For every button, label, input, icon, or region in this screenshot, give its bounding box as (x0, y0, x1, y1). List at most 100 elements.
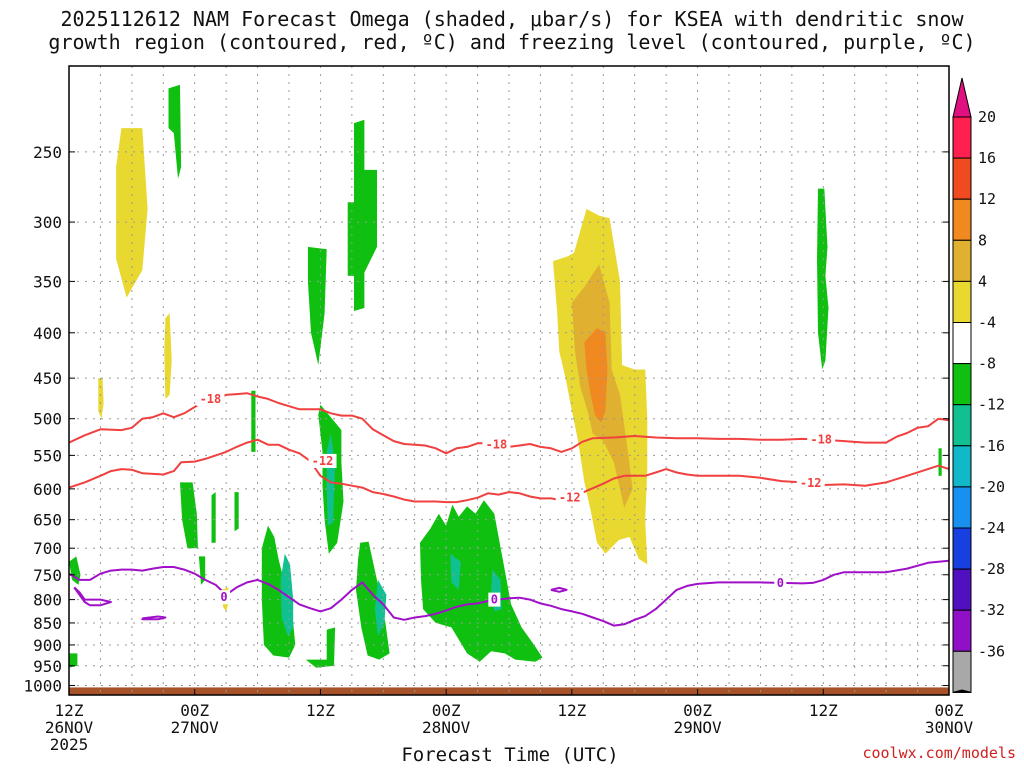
y-tick-label-950: 950 (33, 657, 62, 676)
omega-region-2 (98, 378, 104, 419)
plot-frame (68, 65, 950, 696)
y-tick-label-400: 400 (33, 324, 62, 343)
y-tick-label-500: 500 (33, 410, 62, 429)
omega-region-19 (356, 541, 390, 660)
colorbar-label-13: -36 (978, 642, 1005, 660)
omega-region-14 (211, 492, 216, 543)
omega-region-20 (420, 500, 543, 662)
omega-region-12 (69, 653, 78, 668)
x-tick-label-12-1: 00Z (180, 701, 209, 720)
y-axis: 250 300 350 400 450 500 550 600 650 700 750 800 850 9… (23, 143, 949, 695)
contour-label-bg-1-0 (308, 453, 337, 468)
contour-label-0-2: -18 (810, 433, 832, 447)
contour-label-2-1: 0 (491, 593, 498, 607)
x-tick-label-60-2: 29NOV (673, 718, 722, 737)
colorbar-label-11: -28 (978, 560, 1005, 578)
grid-layer (69, 66, 949, 695)
omega-region-5 (307, 246, 327, 366)
colorbar-swatch-10 (952, 527, 972, 570)
omega-region-24 (450, 553, 461, 590)
omega-region-9 (938, 448, 942, 476)
contour-label-bg-0-2 (807, 432, 836, 447)
contour-label-bg-1-1 (555, 490, 584, 505)
y-tick-label-550: 550 (33, 446, 62, 465)
contour-label-2-0: 0 (220, 590, 227, 604)
x-tick-label-84-2: 30NOV (925, 718, 974, 737)
x-tick-label-72-1: 12Z (809, 701, 838, 720)
colorbar-label-12: -32 (978, 601, 1005, 619)
colorbar-swatch-13 (952, 650, 972, 693)
omega-region-1 (164, 313, 172, 399)
contour-line-3 (73, 586, 112, 607)
contour-line-4 (141, 615, 167, 621)
omega-region-7 (251, 390, 256, 452)
colorbar-label-10: -24 (978, 519, 1005, 537)
colorbar-label-3: 8 (978, 231, 987, 249)
colorbar-top-arrow (952, 77, 972, 118)
y-tick-label-800: 800 (33, 591, 62, 610)
contour-layer: -18 -18 -18 -12 -12 -12 0 0 0 (69, 391, 949, 627)
colorbar-swatch-0 (952, 116, 972, 159)
colorbar-swatch-8 (952, 445, 972, 488)
contour-label-bg-2-0 (218, 590, 231, 605)
colorbar-label-6: -8 (978, 355, 996, 373)
y-tick-label-750: 750 (33, 566, 62, 585)
colorbar-label-5: -4 (978, 314, 996, 332)
colorbar-swatch-6 (952, 363, 972, 406)
x-tick-label-60-1: 00Z (683, 701, 712, 720)
colorbar-swatch-11 (952, 568, 972, 611)
contour-label-bg-0-0 (196, 391, 225, 406)
colorbar-swatch-4 (952, 280, 972, 323)
colorbar-label-7: -12 (978, 396, 1005, 414)
contour-label-0-0: -18 (200, 392, 222, 406)
x-tick-label-12-2: 27NOV (171, 718, 220, 737)
y-tick-label-1000: 1000 (23, 676, 62, 695)
omega-region-6 (347, 119, 377, 311)
colorbar-swatch-9 (952, 486, 972, 529)
chart-title-line2: growth region (contoured, red, ºC) and f… (48, 30, 976, 54)
x-tick-label-0-2: 26NOV (45, 718, 94, 737)
y-tick-label-650: 650 (33, 511, 62, 530)
colorbar-swatch-12 (952, 609, 972, 652)
contour-label-2-2: 0 (777, 576, 784, 590)
y-tick-label-350: 350 (33, 272, 62, 291)
omega-region-0 (116, 128, 148, 298)
colorbar-label-8: -16 (978, 437, 1005, 455)
colorbar-swatch-7 (952, 404, 972, 447)
y-tick-label-900: 900 (33, 636, 62, 655)
contour-line-2 (69, 559, 949, 627)
colorbar-swatch-5 (952, 322, 972, 365)
contour-line-1 (69, 438, 949, 504)
y-tick-label-250: 250 (33, 143, 62, 162)
x-tick-label-84-1: 00Z (935, 701, 964, 720)
x-tick-label-24-1: 12Z (306, 701, 335, 720)
colorbar-label-4: 4 (978, 272, 987, 290)
contour-line-5 (550, 586, 568, 593)
omega-region-15 (234, 492, 239, 532)
x-axis-label: Forecast Time (UTC) (401, 744, 619, 766)
colorbar-label-1: 16 (978, 149, 996, 167)
omega-region-13 (180, 482, 198, 549)
contour-label-bg-2-2 (774, 575, 787, 590)
omega-region-8 (817, 188, 829, 370)
colorbar-swatch-3 (952, 239, 972, 282)
x-tick-label-48-1: 12Z (557, 701, 586, 720)
y-tick-label-700: 700 (33, 539, 62, 558)
y-tick-label-600: 600 (33, 480, 62, 499)
y-tick-label-300: 300 (33, 213, 62, 232)
chart-title: 2025112612 NAM Forecast Omega (shaded, μ… (0, 8, 1024, 54)
y-tick-label-850: 850 (33, 614, 62, 633)
contour-label-0-1: -18 (486, 438, 508, 452)
omega-region-28 (584, 328, 608, 423)
credit-text: coolwx.com/models (862, 744, 1016, 762)
chart-title-line1: 2025112612 NAM Forecast Omega (shaded, μ… (60, 7, 964, 31)
contour-label-1-2: -12 (800, 476, 822, 490)
omega-shading-layer (69, 84, 942, 668)
colorbar-bottom-arrow (952, 689, 972, 693)
colorbar-label-2: 12 (978, 190, 996, 208)
colorbar-label-0: 20 (978, 108, 996, 126)
contour-label-1-0: -12 (312, 454, 334, 468)
x-tick-label-0-1: 12Z (55, 701, 84, 720)
